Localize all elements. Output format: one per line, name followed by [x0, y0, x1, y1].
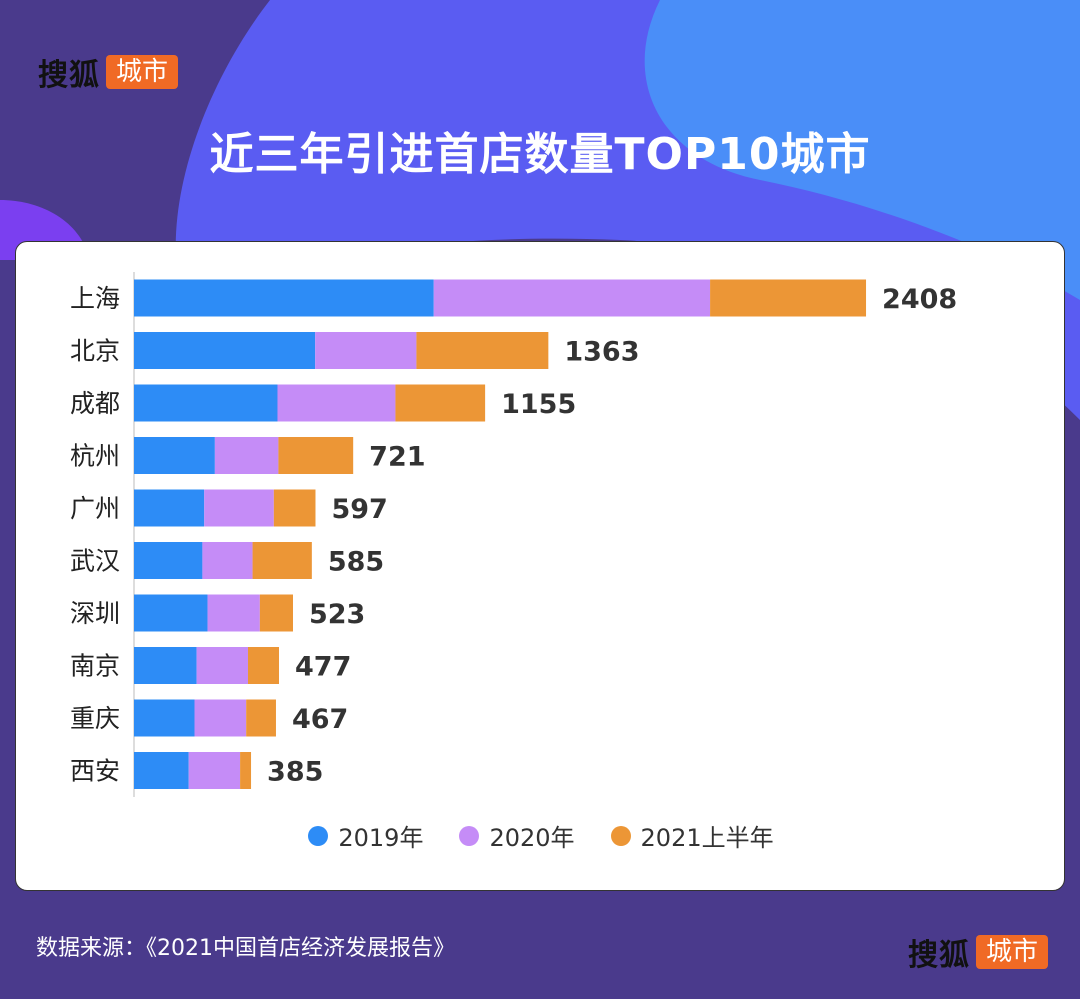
- legend-label: 2020年: [489, 824, 575, 852]
- legend-label: 2019年: [338, 824, 424, 852]
- total-label: 1363: [564, 337, 639, 368]
- bar-segment: [134, 752, 189, 789]
- brand-logo-top: 搜狐 城市: [38, 50, 179, 94]
- bar-segment: [134, 542, 203, 579]
- bar-segment: [395, 384, 486, 422]
- category-label: 西安: [70, 757, 120, 786]
- bar-segment: [315, 332, 417, 369]
- bar-segment: [710, 279, 867, 317]
- brand-badge: 城市: [106, 55, 179, 89]
- bar-segment: [416, 332, 549, 369]
- bar-segment: [134, 594, 208, 632]
- bar-segment: [134, 647, 197, 684]
- bar-segment: [134, 384, 278, 422]
- bar-segment: [202, 542, 253, 579]
- bar-segment: [278, 437, 354, 474]
- category-label: 杭州: [70, 442, 120, 471]
- bar-segment: [252, 542, 312, 579]
- total-label: 721: [369, 442, 425, 473]
- page-title: 近三年引进首店数量TOP10城市: [209, 129, 871, 180]
- total-label: 585: [328, 547, 384, 578]
- bar-segment: [259, 594, 293, 632]
- legend-item: 2020年: [459, 818, 575, 853]
- bar-segment: [196, 647, 248, 684]
- bar-segment: [134, 489, 205, 527]
- legend-dot: [308, 825, 329, 846]
- chart-card: 上海 2408 北京 1363 成都 1155 杭州 721 广州 597 武汉 585 深圳 523 南京…: [15, 241, 1065, 891]
- brand-name: 搜狐: [38, 58, 100, 93]
- stacked-bar-chart: 上海 2408 北京 1363 成都 1155 杭州 721 广州 597 武汉 585 深圳 523 南京…: [70, 272, 957, 797]
- bar-segment: [248, 647, 280, 684]
- legend-dot: [459, 825, 480, 846]
- category-label: 成都: [70, 389, 120, 418]
- category-label: 上海: [70, 284, 120, 313]
- bar-segment: [214, 437, 279, 474]
- bar-segment: [207, 594, 260, 632]
- total-label: 597: [331, 494, 387, 525]
- bar-segment: [273, 489, 316, 527]
- bar-segment: [277, 384, 396, 422]
- bar-segment: [194, 699, 247, 737]
- legend-item: 2019年: [308, 818, 423, 853]
- bar-segment: [240, 752, 252, 789]
- total-label: 477: [295, 652, 351, 683]
- category-label: 南京: [70, 652, 120, 681]
- bar-segment: [433, 279, 711, 317]
- bar-segment: [134, 279, 434, 317]
- bar-segment: [134, 437, 215, 474]
- legend-dot: [610, 825, 631, 846]
- brand-name: 搜狐: [907, 938, 970, 973]
- chart-legend: 2019年 2020年 2021上半年: [16, 818, 1064, 853]
- total-label: 1155: [501, 389, 576, 420]
- category-label: 重庆: [70, 704, 120, 733]
- brand-badge: 城市: [975, 935, 1048, 969]
- total-label: 2408: [882, 284, 957, 315]
- data-source: 数据来源：《2021中国首店经济发展报告》: [36, 936, 455, 961]
- bar-segment: [134, 332, 316, 369]
- category-label: 武汉: [70, 547, 120, 576]
- legend-item: 2021上半年: [610, 818, 774, 853]
- total-label: 467: [292, 704, 348, 735]
- bar-segment: [134, 699, 195, 737]
- legend-label: 2021上半年: [640, 824, 774, 852]
- brand-logo-bottom: 搜狐 城市: [908, 930, 1048, 974]
- total-label: 385: [267, 757, 323, 788]
- total-label: 523: [309, 599, 365, 630]
- category-label: 广州: [70, 494, 120, 523]
- bar-segment: [188, 752, 241, 789]
- category-label: 深圳: [70, 599, 120, 628]
- category-label: 北京: [70, 337, 120, 366]
- bar-segment: [204, 489, 274, 527]
- bar-segment: [246, 699, 276, 737]
